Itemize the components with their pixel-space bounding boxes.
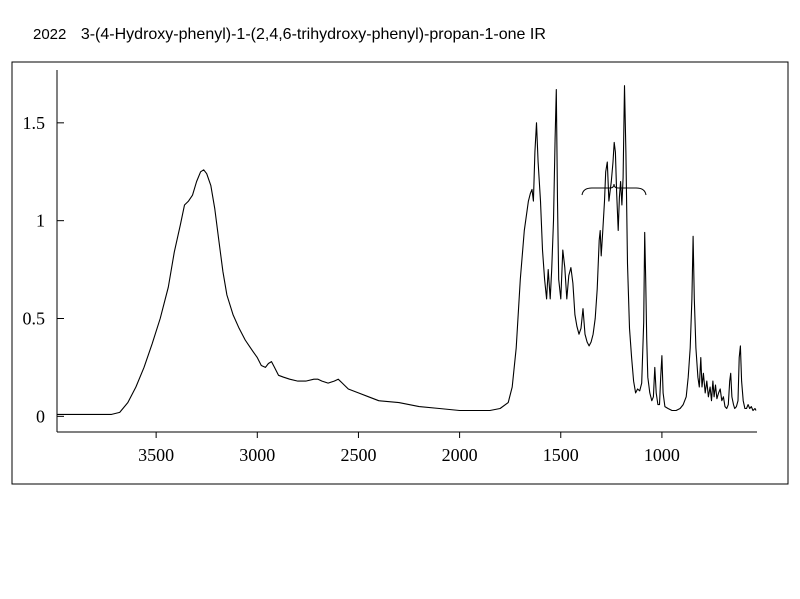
spectrum-line: [57, 85, 757, 415]
chart-title: 3-(4-Hydroxy-phenyl)-1-(2,4,6-trihydroxy…: [80, 26, 546, 43]
spectrum-id: 2022: [33, 26, 67, 43]
x-tick-label: 2500: [340, 445, 376, 465]
x-tick-label: 1500: [543, 445, 579, 465]
y-tick-label: 0: [36, 406, 45, 426]
x-tick-label: 1000: [644, 445, 680, 465]
x-tick-label: 2000: [442, 445, 478, 465]
chart-header: 2022 3-(4-Hydroxy-phenyl)-1-(2,4,6-trihy…: [33, 26, 546, 44]
x-tick-label: 3000: [239, 445, 275, 465]
y-tick-label: 0.5: [23, 309, 46, 329]
plot-frame: [11, 61, 789, 485]
peak-bracket: [581, 183, 647, 196]
axis-ticks: 3500 3000 2500 2000 1500 1000 0 0.5 1 1.5: [23, 113, 680, 465]
y-tick-label: 1.5: [23, 113, 46, 133]
y-tick-label: 1: [36, 211, 45, 231]
x-tick-label: 3500: [138, 445, 174, 465]
